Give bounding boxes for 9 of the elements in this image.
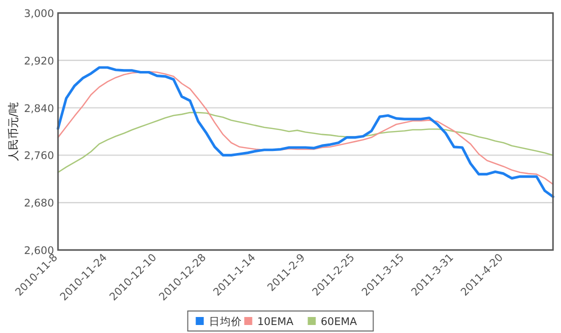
legend-label: 10EMA	[257, 316, 294, 328]
y-tick-label: 2,680	[24, 198, 54, 210]
y-tick-label: 2,760	[24, 150, 54, 162]
y-tick-label: 2,840	[24, 102, 54, 115]
legend-label: 60EMA	[320, 316, 358, 328]
y-tick-label: 3,000	[24, 8, 54, 20]
legend-label: 日均价	[208, 316, 242, 328]
y-axis-title: 人民币元/吨	[7, 102, 20, 161]
y-tick-label: 2,920	[24, 55, 54, 68]
